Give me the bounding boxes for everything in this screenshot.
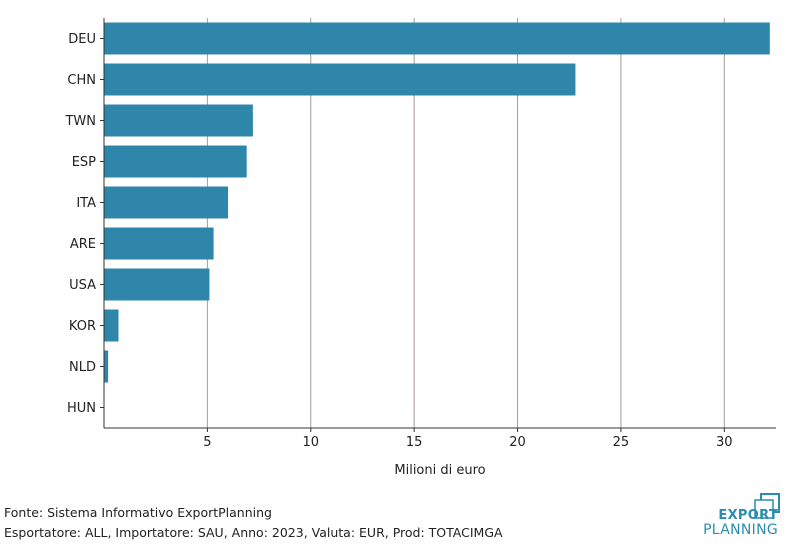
category-label-kor: KOR <box>69 319 96 334</box>
bar-are <box>104 227 214 260</box>
bars <box>104 22 770 424</box>
exportplanning-logo: EXPORT PLANNING <box>688 492 784 542</box>
bar-esp <box>104 145 247 178</box>
bar-nld <box>104 350 109 383</box>
category-label-twn: TWN <box>64 114 96 129</box>
category-label-nld: NLD <box>69 360 96 375</box>
x-axis-label: Milioni di euro <box>394 463 485 478</box>
x-tick-label-30: 30 <box>716 435 733 450</box>
category-label-usa: USA <box>69 278 96 293</box>
category-label-deu: DEU <box>68 32 96 47</box>
x-tick-label-10: 10 <box>302 435 319 450</box>
category-label-ita: ITA <box>76 196 96 211</box>
bar-usa <box>104 268 210 301</box>
bar-deu <box>104 22 770 55</box>
query-parameters-note: Esportatore: ALL, Importatore: SAU, Anno… <box>4 525 503 540</box>
x-tick-label-25: 25 <box>613 435 630 450</box>
category-label-esp: ESP <box>72 155 96 170</box>
category-label-hun: HUN <box>67 401 96 416</box>
category-label-are: ARE <box>70 237 96 252</box>
bar-chart: 5 10 15 20 25 30 DEU CHN TWN ESP ITA ARE USA KOR NLD HU… <box>64 18 776 478</box>
logo-text-planning: PLANNING <box>703 522 778 538</box>
x-tick-label-20: 20 <box>509 435 526 450</box>
bar-chn <box>104 63 576 96</box>
x-tick-label-5: 5 <box>203 435 211 450</box>
logo-text-export: EXPORT <box>718 508 778 523</box>
bar-kor <box>104 309 119 342</box>
axes: 5 10 15 20 25 30 DEU CHN TWN ESP ITA ARE USA KOR NLD HU… <box>64 18 776 450</box>
bar-twn <box>104 104 253 137</box>
logo-mark-icon <box>754 493 780 519</box>
x-tick-label-15: 15 <box>406 435 423 450</box>
bar-ita <box>104 186 229 219</box>
category-label-chn: CHN <box>67 73 96 88</box>
source-note: Fonte: Sistema Informativo ExportPlannin… <box>4 505 272 520</box>
